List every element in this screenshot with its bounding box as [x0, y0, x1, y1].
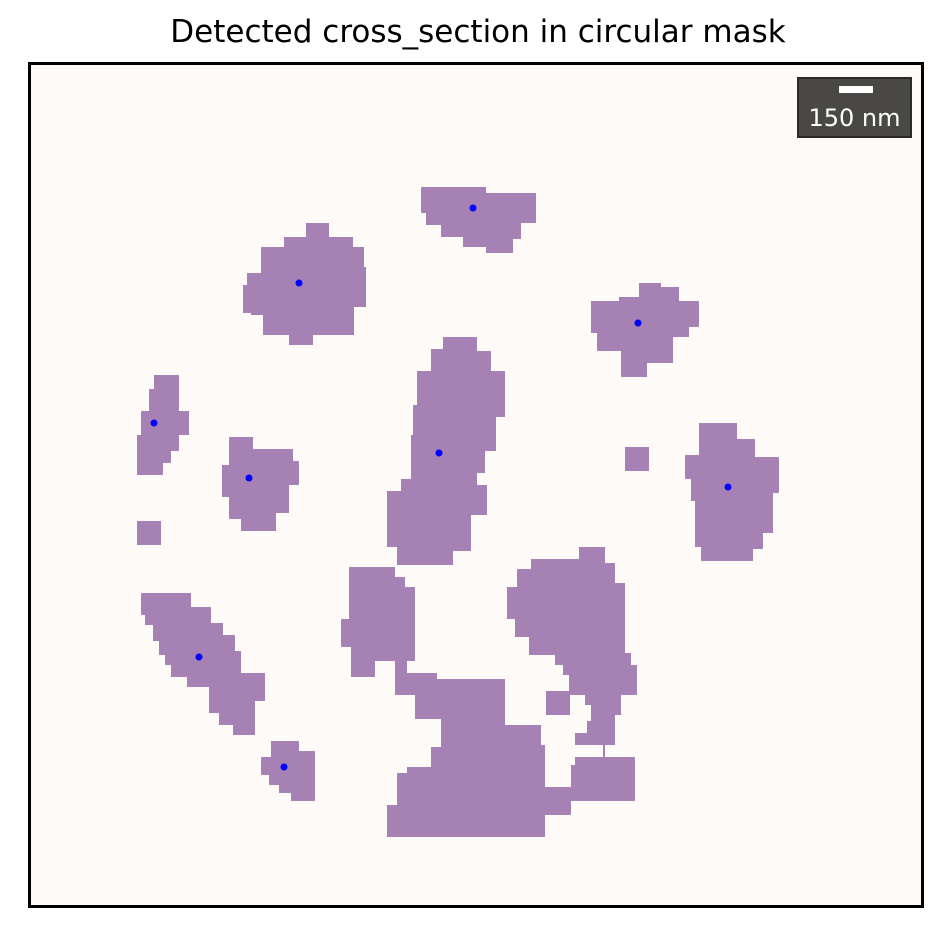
region-upper-right	[591, 283, 699, 377]
region-left-thin	[137, 375, 189, 475]
region-lower-left	[141, 593, 265, 735]
scale-bar: 150 nm	[797, 77, 912, 138]
region-top-center	[421, 187, 536, 253]
region-right	[685, 423, 779, 561]
region-large-bottom-cluster	[341, 547, 637, 837]
centroid-marker	[195, 653, 203, 661]
figure-title: Detected cross_section in circular mask	[170, 14, 786, 50]
centroid-marker	[150, 419, 158, 427]
mask-image	[137, 187, 779, 837]
centroid-markers	[150, 204, 732, 771]
region-small-square-left	[137, 521, 161, 545]
region-small-square-right	[625, 447, 649, 471]
centroid-marker	[634, 319, 642, 327]
region-center-tall	[387, 337, 505, 565]
centroid-marker	[280, 763, 288, 771]
region-bottom-left-small	[261, 741, 315, 801]
centroid-marker	[724, 483, 732, 491]
region-small-square-mid	[546, 691, 570, 715]
region-left-mid	[222, 437, 299, 531]
region-upper-left	[243, 223, 366, 345]
centroid-marker	[295, 279, 303, 287]
centroid-marker	[435, 449, 443, 457]
centroid-marker	[245, 474, 253, 482]
scale-bar-line	[839, 86, 873, 93]
centroid-marker	[469, 204, 477, 212]
mask-panel: 150 nm	[28, 62, 924, 908]
scale-bar-label: 150 nm	[808, 104, 901, 132]
